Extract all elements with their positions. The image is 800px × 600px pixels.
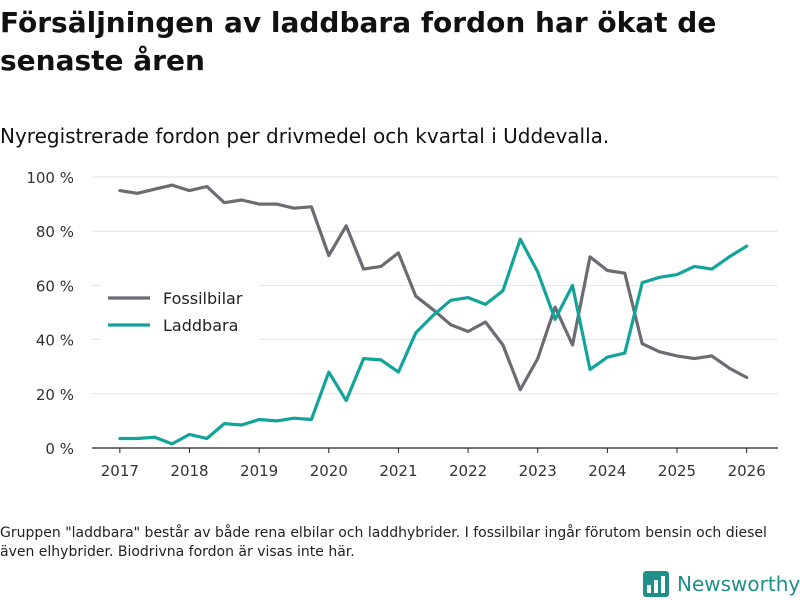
axes: 0 % 20 % 40 % 60 % 80 % 100 % 2017 2018 2019 2020… — [26, 169, 778, 480]
x-tick-label: 2022 — [449, 462, 487, 480]
x-tick-label: 2021 — [379, 462, 417, 480]
legend-background — [100, 280, 260, 342]
y-tick-label: 100 % — [26, 169, 74, 187]
newsworthy-logo-icon — [643, 571, 669, 597]
legend: Fossilbilar Laddbara — [100, 280, 260, 342]
y-tick-label: 40 % — [36, 332, 74, 350]
x-tick-label: 2025 — [658, 462, 696, 480]
y-tick-label: 60 % — [36, 277, 74, 295]
footnote: Gruppen "laddbara" består av både rena e… — [0, 525, 767, 560]
x-tick-label: 2026 — [728, 462, 766, 480]
x-tick-label: 2024 — [588, 462, 626, 480]
brand-name: Newsworthy — [677, 572, 800, 596]
chart-subtitle: Nyregistrerade fordon per drivmedel och … — [0, 124, 610, 148]
legend-label-laddbara: Laddbara — [163, 316, 238, 335]
legend-label-fossilbilar: Fossilbilar — [163, 289, 243, 308]
x-tick-label: 2023 — [519, 462, 557, 480]
x-tick-label: 2017 — [101, 462, 139, 480]
series-line-fossilbilar — [118, 183, 749, 392]
y-tick-label: 0 % — [45, 440, 74, 458]
chart-title: Försäljningen av laddbara fordon har öka… — [0, 6, 717, 77]
y-tick-label: 80 % — [36, 223, 74, 241]
x-tick-label: 2020 — [310, 462, 348, 480]
series-line-laddbara — [118, 237, 749, 446]
x-tick-label: 2019 — [240, 462, 278, 480]
x-tick-label: 2018 — [170, 462, 208, 480]
series-lines — [118, 183, 749, 446]
brand-logo[interactable]: Newsworthy — [643, 568, 800, 600]
y-tick-label: 20 % — [36, 386, 74, 404]
